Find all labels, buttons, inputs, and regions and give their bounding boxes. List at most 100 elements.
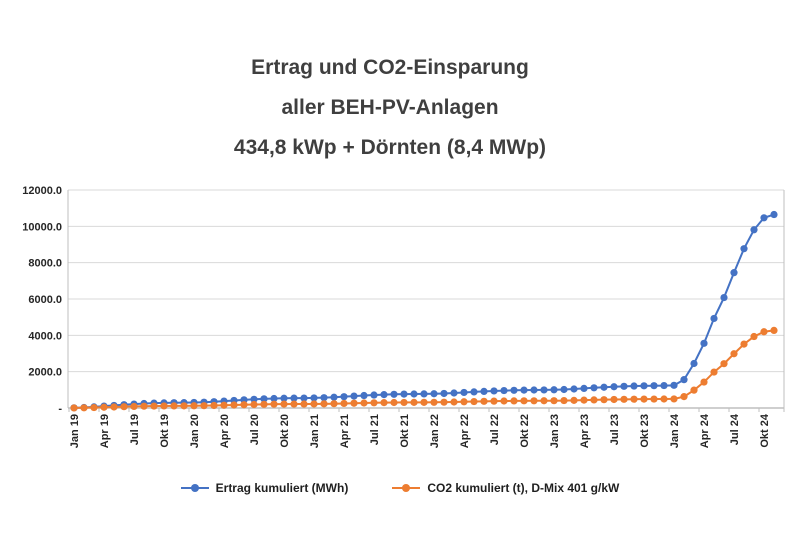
co2-data-point <box>580 396 588 404</box>
co2-data-point <box>100 403 108 411</box>
co2-data-point <box>290 400 298 408</box>
ertrag-data-point <box>560 385 568 394</box>
co2-data-point <box>740 340 748 348</box>
y-axis-tick-label: 2000.0 <box>28 367 62 379</box>
co2-data-point <box>170 402 178 410</box>
co2-data-point <box>390 398 398 407</box>
x-axis-tick-label: Okt 24 <box>759 413 771 448</box>
legend-item-ertrag: Ertrag kumuliert (MWh) <box>180 481 349 495</box>
ertrag-data-point <box>440 389 448 398</box>
co2-data-point <box>570 396 578 404</box>
ertrag-data-point <box>510 386 518 394</box>
chart-legend: Ertrag kumuliert (MWh) CO2 kumuliert (t)… <box>0 481 800 495</box>
co2-data-point <box>380 399 388 407</box>
co2-data-point <box>270 400 278 408</box>
co2-data-point <box>440 398 448 406</box>
co2-data-point <box>340 399 348 408</box>
co2-data-point <box>550 397 558 405</box>
ertrag-data-point <box>420 390 428 398</box>
ertrag-data-point <box>670 381 678 389</box>
ertrag-data-point <box>710 314 718 323</box>
y-axis-tick-label: - <box>58 403 62 415</box>
y-axis-tick-label: 12000.0 <box>22 185 62 197</box>
co2-data-point <box>700 378 708 386</box>
co2-data-point <box>240 401 248 409</box>
ertrag-data-point <box>760 214 768 222</box>
co2-data-point <box>460 398 468 406</box>
ertrag-data-point <box>580 384 588 392</box>
co2-data-point <box>230 401 238 409</box>
co2-data-point <box>220 401 228 409</box>
co2-data-point <box>350 399 358 407</box>
x-axis-tick-label: Jan 23 <box>549 414 561 448</box>
ertrag-data-point <box>530 386 538 394</box>
co2-data-point <box>640 395 648 403</box>
ertrag-data-point <box>270 394 278 403</box>
co2-data-point <box>190 402 198 410</box>
co2-data-point <box>210 401 218 410</box>
x-axis-tick-label: Jan 22 <box>429 414 441 448</box>
ertrag-data-point <box>630 382 638 390</box>
co2-data-point <box>510 397 518 405</box>
co2-data-point <box>600 396 608 404</box>
x-axis-tick-label: Apr 24 <box>699 413 711 448</box>
ertrag-data-point <box>650 382 658 390</box>
x-axis-tick-label: Jan 21 <box>309 414 321 448</box>
ertrag-data-point <box>400 390 408 398</box>
x-axis-tick-label: Jul 21 <box>369 414 381 445</box>
x-axis-tick-label: Apr 20 <box>219 414 231 448</box>
co2-data-point <box>130 402 138 411</box>
co2-data-point <box>450 398 458 406</box>
ertrag-data-point <box>310 394 318 402</box>
chart-title-line-2: aller BEH-PV-Anlagen <box>281 96 499 119</box>
ertrag-data-point <box>250 395 258 403</box>
legend-label-ertrag: Ertrag kumuliert (MWh) <box>215 481 349 495</box>
x-axis-tick-label: Jan 24 <box>669 413 681 448</box>
ertrag-data-point <box>290 394 298 402</box>
ertrag-data-point <box>370 391 378 399</box>
co2-data-point <box>330 400 338 408</box>
co2-data-point <box>300 400 308 408</box>
ertrag-data-point <box>680 376 688 384</box>
x-axis-tick-label: Apr 19 <box>99 414 111 448</box>
co2-data-point <box>530 397 538 405</box>
ertrag-data-point <box>480 387 488 395</box>
x-axis-tick-label: Okt 20 <box>279 414 291 448</box>
co2-data-point <box>660 395 668 403</box>
ertrag-data-point <box>410 390 418 398</box>
co2-data-point <box>720 360 728 368</box>
co2-data-point <box>650 395 658 403</box>
co2-data-point <box>420 398 428 406</box>
y-axis-tick-label: 6000.0 <box>28 294 62 306</box>
ertrag-data-point <box>660 381 668 390</box>
co2-data-point <box>370 399 378 407</box>
co2-data-point <box>680 393 688 401</box>
x-axis-tick-label: Apr 22 <box>459 414 471 448</box>
x-axis-tick-label: Apr 21 <box>339 414 351 448</box>
ertrag-data-point <box>750 226 758 234</box>
x-axis-tick-label: Okt 22 <box>519 414 531 448</box>
chart-title: Ertrag und CO2-Einsparung aller BEH-PV-A… <box>0 48 780 168</box>
ertrag-data-point <box>300 394 308 402</box>
x-axis-tick-label: Jul 22 <box>489 414 501 445</box>
ertrag-data-point <box>460 388 468 397</box>
x-axis-tick-label: Jul 19 <box>129 414 141 445</box>
ertrag-data-point <box>570 385 578 393</box>
co2-data-point <box>320 400 328 408</box>
ertrag-data-point <box>280 394 288 402</box>
co2-data-point <box>590 396 598 404</box>
ertrag-data-point <box>700 339 708 347</box>
co2-data-point <box>200 402 208 410</box>
co2-data-point <box>670 395 678 403</box>
y-axis-tick-label: 8000.0 <box>28 258 62 270</box>
ertrag-data-point <box>730 269 738 277</box>
ertrag-data-point <box>470 388 478 396</box>
co2-data-point <box>280 400 288 408</box>
ertrag-data-point <box>590 384 598 392</box>
ertrag-data-point <box>380 391 388 399</box>
x-axis-tick-label: Okt 23 <box>639 414 651 448</box>
ertrag-data-point <box>330 393 338 401</box>
co2-data-point <box>560 396 568 405</box>
co2-data-point <box>690 386 698 394</box>
x-axis-tick-label: Apr 23 <box>579 414 591 448</box>
